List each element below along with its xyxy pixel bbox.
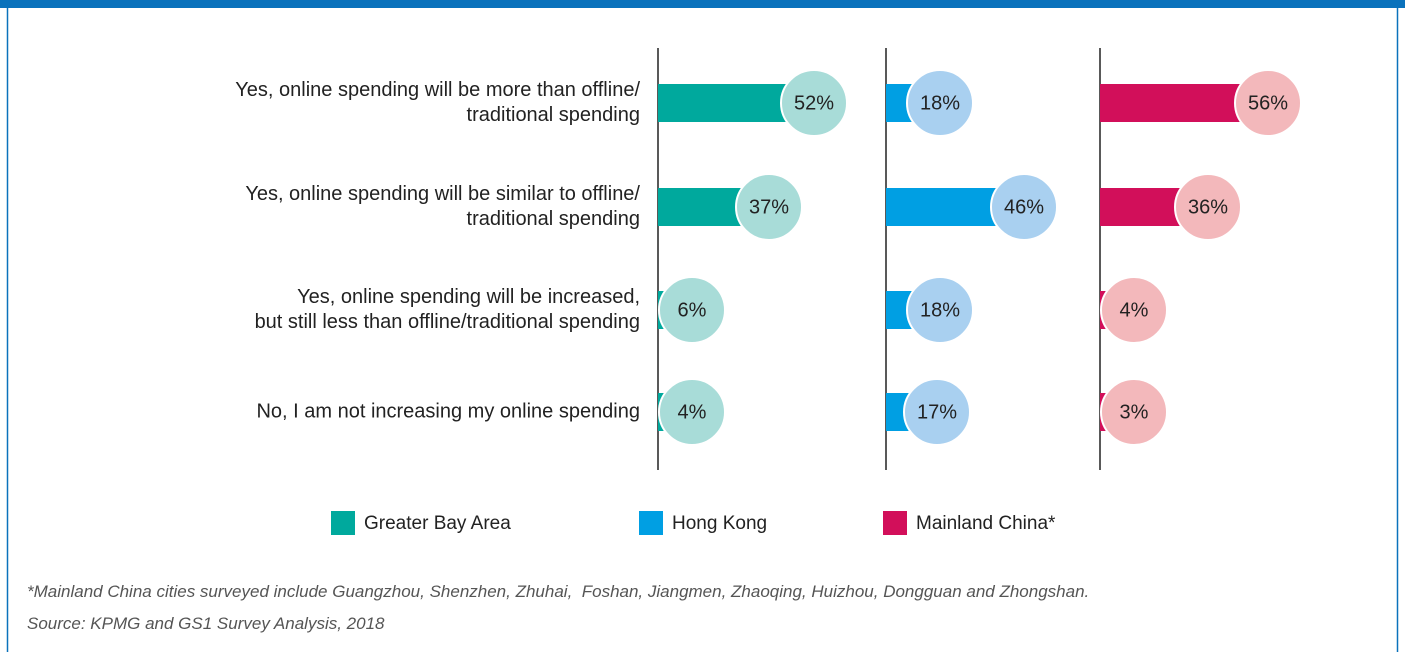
label-bubble — [780, 69, 848, 137]
data-label: 17% — [917, 401, 957, 423]
data-label: 46% — [1004, 196, 1044, 218]
label-bubble — [903, 378, 971, 446]
data-label: 4% — [1120, 299, 1149, 321]
label-bubble — [990, 173, 1058, 241]
label-bubble — [906, 69, 974, 137]
category-label: Yes, online spending will be more than o… — [235, 79, 640, 126]
data-label: 37% — [749, 196, 789, 218]
label-bubble — [1174, 173, 1242, 241]
category-label: Yes, online spending will be similar to … — [245, 183, 640, 230]
legend-label: Greater Bay Area — [364, 513, 511, 534]
label-bubble — [906, 276, 974, 344]
label-bubble — [658, 276, 726, 344]
data-label: 52% — [794, 92, 834, 114]
legend-swatch — [331, 511, 355, 535]
data-label: 36% — [1188, 196, 1228, 218]
footnote: *Mainland China cities surveyed include … — [27, 582, 1090, 601]
data-label: 56% — [1248, 92, 1288, 114]
legend-label: Hong Kong — [672, 513, 767, 534]
category-label: No, I am not increasing my online spendi… — [256, 400, 640, 423]
label-bubble — [1234, 69, 1302, 137]
legend-swatch — [883, 511, 907, 535]
label-bubble — [1100, 276, 1168, 344]
data-label: 18% — [920, 92, 960, 114]
data-label: 6% — [678, 299, 707, 321]
source-note: Source: KPMG and GS1 Survey Analysis, 20… — [27, 614, 385, 633]
label-bubble — [735, 173, 803, 241]
data-label: 18% — [920, 299, 960, 321]
legend-label: Mainland China* — [916, 513, 1056, 534]
top-band — [0, 0, 1405, 8]
data-label: 4% — [678, 401, 707, 423]
category-label: Yes, online spending will be increased, … — [254, 286, 640, 333]
legend-swatch — [639, 511, 663, 535]
label-bubble — [1100, 378, 1168, 446]
label-bubble — [658, 378, 726, 446]
data-label: 3% — [1120, 401, 1149, 423]
